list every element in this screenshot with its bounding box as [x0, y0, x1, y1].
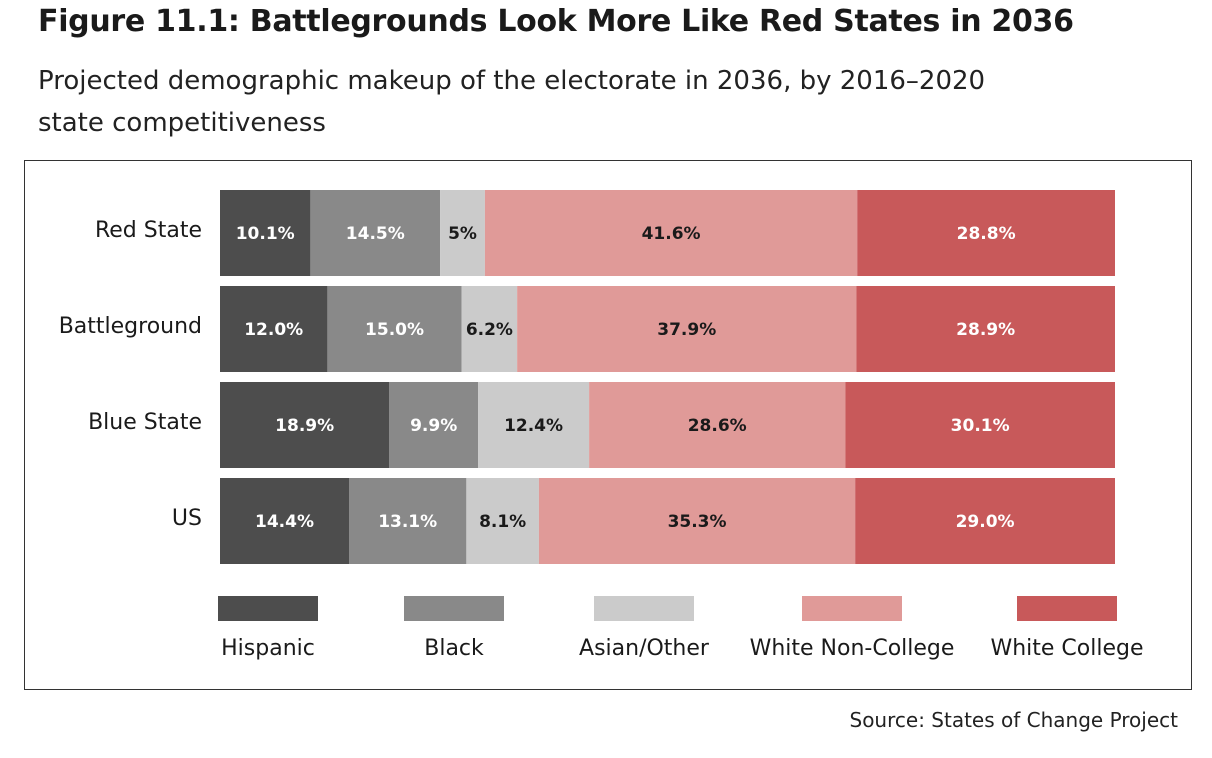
bar-segment-blue-state-white-college	[845, 382, 1115, 468]
bar-segment-red-state-black	[310, 190, 441, 276]
bar-segment-us-white-non-college	[538, 478, 856, 564]
source-note: Source: States of Change Project	[849, 708, 1179, 732]
bar-segment-battleground-black	[327, 286, 462, 372]
data-label-us-hispanic: 14.4%	[255, 512, 314, 532]
chart-title: Figure 11.1: Battlegrounds Look More Lik…	[38, 4, 1074, 39]
bar-segment-battleground-hispanic	[220, 286, 328, 372]
bar-segment-battleground-white-college	[856, 286, 1115, 372]
bar-segment-battleground-asian-other	[461, 286, 518, 372]
data-label-red-state-asian-other: 5%	[448, 224, 477, 244]
data-label-blue-state-hispanic: 18.9%	[275, 416, 334, 436]
legend-swatch-asian-other	[594, 596, 694, 621]
data-label-blue-state-black: 9.9%	[410, 416, 457, 436]
bar-segment-us-black	[349, 478, 467, 564]
bar-segment-blue-state-hispanic	[220, 382, 390, 468]
data-label-battleground-white-college: 28.9%	[956, 320, 1015, 340]
bar-segment-battleground-white-non-college	[517, 286, 857, 372]
data-label-red-state-hispanic: 10.1%	[236, 224, 295, 244]
data-label-blue-state-white-non-college: 28.6%	[688, 416, 747, 436]
bar-segment-red-state-white-non-college	[484, 190, 858, 276]
data-label-blue-state-asian-other: 12.4%	[504, 416, 563, 436]
bar-segment-us-asian-other	[466, 478, 539, 564]
data-label-blue-state-white-college: 30.1%	[951, 416, 1010, 436]
legend-swatch-white-college	[1017, 596, 1117, 621]
legend-label-hispanic: Hispanic	[221, 636, 315, 661]
bar-segment-blue-state-asian-other	[478, 382, 590, 468]
data-label-us-asian-other: 8.1%	[479, 512, 526, 532]
legend-swatch-white-non-college	[802, 596, 902, 621]
chart-frame	[24, 160, 1192, 690]
data-label-us-white-college: 29.0%	[956, 512, 1015, 532]
legend-label-white-non-college: White Non-College	[750, 636, 955, 661]
data-label-battleground-white-non-college: 37.9%	[657, 320, 716, 340]
category-label-us: US	[172, 506, 202, 531]
chart-subtitle: Projected demographic makeup of the elec…	[38, 66, 986, 138]
bar-segment-us-white-college	[855, 478, 1115, 564]
legend-swatch-hispanic	[218, 596, 318, 621]
data-label-us-black: 13.1%	[378, 512, 437, 532]
data-label-red-state-black: 14.5%	[346, 224, 405, 244]
bar-segment-blue-state-black	[389, 382, 479, 468]
category-label-blue-state: Blue State	[88, 410, 202, 435]
data-label-red-state-white-college: 28.8%	[957, 224, 1016, 244]
bar-segment-red-state-asian-other	[440, 190, 485, 276]
data-label-battleground-asian-other: 6.2%	[466, 320, 513, 340]
legend-label-asian-other: Asian/Other	[579, 636, 710, 661]
bar-segment-red-state-white-college	[857, 190, 1115, 276]
legend-label-black: Black	[424, 636, 484, 661]
data-label-red-state-white-non-college: 41.6%	[642, 224, 701, 244]
legend-label-white-college: White College	[990, 636, 1143, 661]
data-label-us-white-non-college: 35.3%	[668, 512, 727, 532]
category-label-red-state: Red State	[95, 218, 202, 243]
bar-segment-us-hispanic	[220, 478, 350, 564]
data-label-battleground-black: 15.0%	[365, 320, 424, 340]
category-label-battleground: Battleground	[59, 314, 202, 339]
bar-segment-red-state-hispanic	[220, 190, 311, 276]
bar-segment-blue-state-white-non-college	[589, 382, 846, 468]
legend-swatch-black	[404, 596, 504, 621]
data-label-battleground-hispanic: 12.0%	[244, 320, 303, 340]
